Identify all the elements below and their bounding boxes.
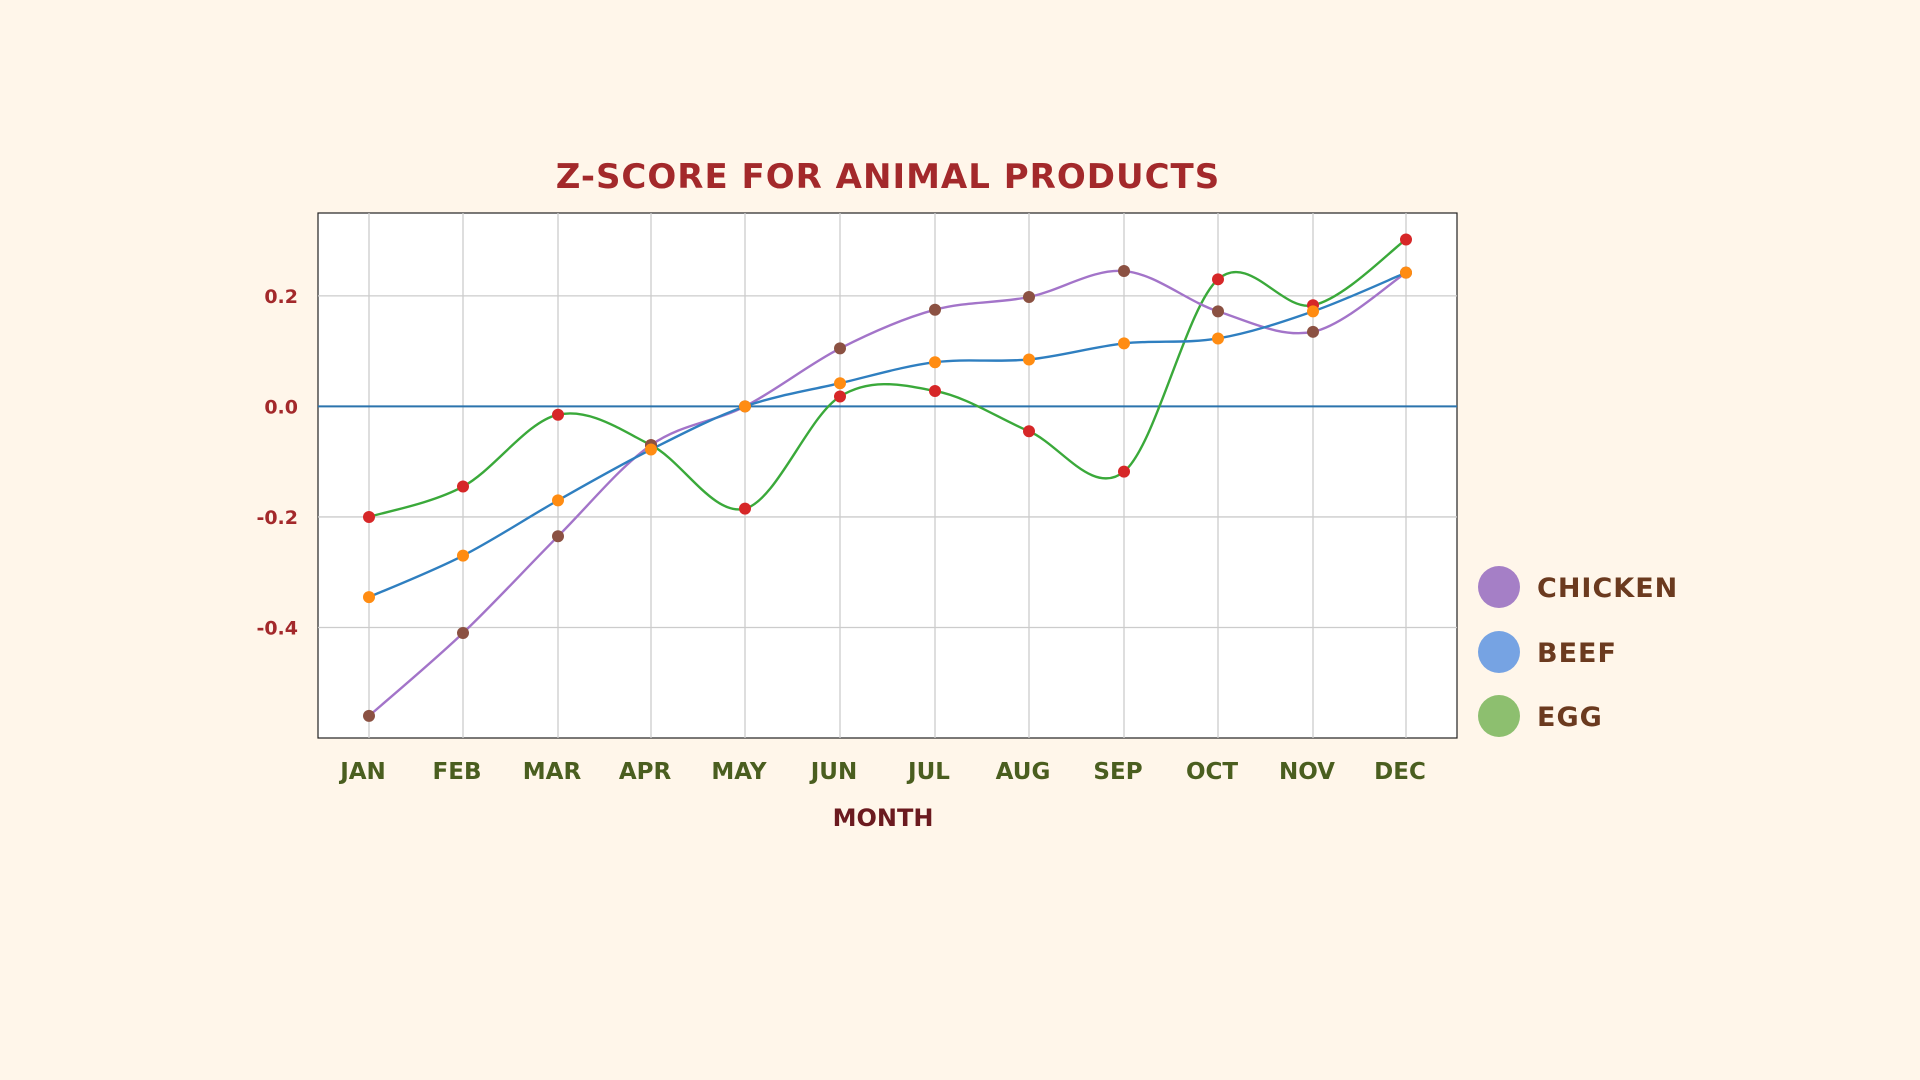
point-chicken-mar — [552, 530, 564, 543]
point-egg-feb — [457, 480, 469, 493]
y-tick-label: -0.4 — [256, 617, 298, 639]
legend: CHICKEN BEEF EGG — [1478, 566, 1678, 737]
y-tick-label: 0.2 — [264, 286, 298, 308]
point-beef-apr — [645, 443, 657, 456]
point-chicken-sep — [1118, 265, 1130, 278]
y-tick-label: -0.2 — [256, 507, 298, 529]
x-tick-label: JAN — [338, 759, 386, 785]
legend-label-beef: BEEF — [1537, 638, 1617, 669]
point-beef-oct — [1212, 332, 1224, 345]
x-tick-label: MAR — [523, 759, 582, 785]
point-beef-feb — [457, 549, 469, 562]
point-chicken-nov — [1307, 325, 1319, 338]
legend-swatch-chicken — [1478, 566, 1520, 608]
point-chicken-jan — [363, 709, 375, 722]
point-egg-jul — [929, 384, 941, 397]
point-beef-aug — [1023, 353, 1035, 366]
point-chicken-jun — [834, 342, 846, 355]
point-egg-sep — [1118, 465, 1130, 478]
x-tick-label: APR — [619, 759, 672, 785]
legend-swatch-beef — [1478, 631, 1520, 673]
point-egg-oct — [1212, 273, 1224, 286]
point-beef-jun — [834, 377, 846, 390]
point-beef-nov — [1307, 305, 1319, 318]
x-axis-ticks: JAN FEB MAR APR MAY JUN JUL AUG SEP OCT NOV DEC — [338, 759, 1426, 785]
point-egg-mar — [552, 408, 564, 421]
point-beef-jan — [363, 591, 375, 604]
y-tick-label: 0.0 — [264, 396, 298, 418]
point-beef-sep — [1118, 337, 1130, 350]
y-axis-ticks: 0.2 0.0 -0.2 -0.4 — [256, 286, 298, 640]
point-chicken-jul — [929, 303, 941, 316]
point-egg-jan — [363, 510, 375, 523]
point-beef-jul — [929, 356, 941, 369]
x-tick-label: FEB — [433, 759, 482, 785]
point-chicken-feb — [457, 627, 469, 639]
legend-label-chicken: CHICKEN — [1537, 573, 1678, 604]
point-egg-dec — [1400, 233, 1412, 246]
x-tick-label: JUL — [906, 759, 950, 785]
x-tick-label: NOV — [1279, 759, 1335, 785]
point-chicken-oct — [1212, 305, 1224, 318]
x-tick-label: SEP — [1093, 759, 1142, 785]
series-markers — [363, 233, 1412, 722]
point-beef-dec — [1400, 266, 1412, 279]
legend-label-egg: EGG — [1537, 702, 1603, 733]
x-tick-label: MAY — [711, 759, 766, 785]
point-egg-aug — [1023, 425, 1035, 438]
point-beef-may — [739, 400, 751, 413]
point-egg-may — [739, 502, 751, 515]
chart-title: Z-SCORE FOR ANIMAL PRODUCTS — [556, 157, 1220, 197]
x-tick-label: OCT — [1186, 759, 1238, 785]
point-egg-jun — [834, 390, 846, 403]
plot-area — [317, 212, 1458, 739]
series-line-chicken — [368, 269, 1407, 717]
point-chicken-aug — [1023, 291, 1035, 303]
x-axis-label: MONTH — [833, 804, 934, 832]
x-tick-label: JUN — [809, 759, 857, 785]
legend-swatch-egg — [1478, 695, 1520, 737]
x-tick-label: AUG — [996, 759, 1051, 785]
series-line-beef — [368, 271, 1407, 599]
point-beef-mar — [552, 494, 564, 507]
x-tick-label: DEC — [1374, 759, 1426, 785]
